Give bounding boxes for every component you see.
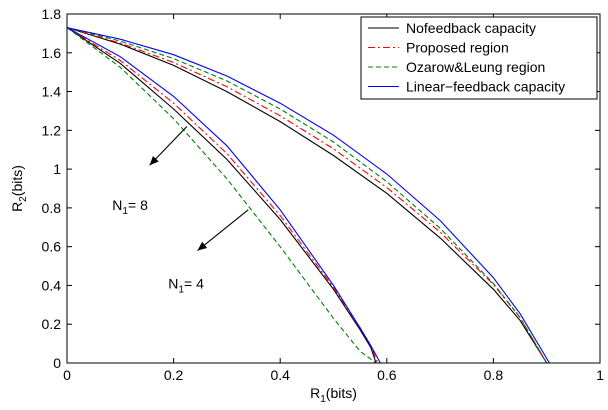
legend: Nofeedback capacity Proposed region Ozarow… (360, 16, 598, 100)
x-tick-label: 1 (596, 367, 604, 383)
series-line-n18-ozarow-leung-region (66, 27, 548, 364)
y-tick-label: 0.6 (42, 239, 62, 255)
annotation-arrow-head (197, 241, 208, 251)
series-line-n18-nofeedback-capacity (66, 27, 548, 364)
y-tick-label: 0 (53, 355, 61, 371)
annotation-arrow-line (197, 209, 249, 251)
legend-box (360, 16, 598, 100)
series-line-n14-nofeedback-capacity (66, 27, 377, 364)
x-tick-label: 0.8 (484, 367, 504, 383)
legend-label: Ozarow&Leung region (406, 59, 545, 75)
annotations-layer: N1= 8 N1= 4 (112, 126, 249, 296)
y-tick-label: 1.8 (42, 6, 62, 22)
axes-box (66, 13, 601, 364)
y-tick-label: 1.4 (42, 84, 62, 100)
y-tick-label: 1.6 (42, 45, 62, 61)
legend-label: Nofeedback capacity (406, 20, 536, 36)
y-tick-label: 1 (53, 161, 61, 177)
y-axis-label: R2(bits) (9, 165, 29, 212)
x-tick-label: 0.6 (377, 367, 397, 383)
y-tick-label: 0.4 (42, 277, 62, 293)
x-tick-label: 0.4 (270, 367, 290, 383)
y-tick-label: 0.2 (42, 316, 62, 332)
legend-label: Linear−feedback capacity (406, 79, 565, 95)
axis-labels: R1(bits) R2(bits) (9, 165, 357, 405)
y-tick-label: 1.2 (42, 122, 62, 138)
series-line-n18-proposed-region (66, 27, 548, 364)
series-line-n14-proposed-region (66, 27, 379, 364)
series-line-n18-linear-feedback-capacity (66, 27, 550, 364)
y-tick-label: 0.8 (42, 200, 62, 216)
series-line-n14-linear-feedback-capacity (66, 27, 381, 364)
x-tick-label: 0.2 (164, 367, 184, 383)
x-tick-label: 0 (63, 367, 71, 383)
x-axis-label: R1(bits) (310, 385, 357, 405)
legend-label: Proposed region (406, 40, 509, 56)
annotation-label: N1= 8 (112, 197, 148, 217)
annotation-arrow-head (149, 155, 159, 166)
curves-layer (66, 27, 550, 364)
series-line-n14-ozarow-leung-region (66, 27, 377, 364)
annotation-label: N1= 4 (168, 275, 204, 295)
